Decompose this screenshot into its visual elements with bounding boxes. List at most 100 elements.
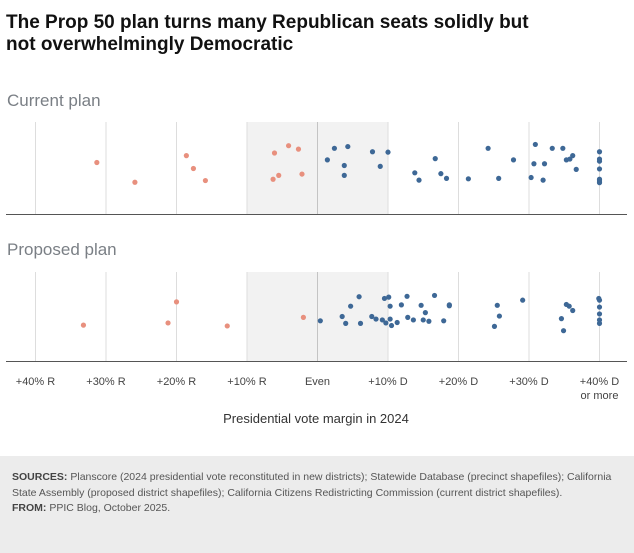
democratic-point-1-10 bbox=[383, 320, 389, 326]
republican-point-0-2 bbox=[183, 153, 189, 159]
democratic-point-1-19 bbox=[410, 317, 416, 323]
democratic-point-0-18 bbox=[531, 161, 537, 167]
democratic-point-0-2 bbox=[341, 162, 347, 169]
panel-label-0: Current plan bbox=[7, 91, 101, 110]
democratic-point-0-10 bbox=[432, 156, 438, 162]
tick-label-2: +20% R bbox=[157, 376, 196, 388]
democratic-point-0-7 bbox=[385, 149, 391, 155]
democratic-point-1-6 bbox=[369, 313, 375, 320]
democratic-point-0-16 bbox=[510, 157, 517, 163]
democratic-point-1-38 bbox=[596, 297, 603, 303]
tick-label-extra-8: or more bbox=[581, 390, 619, 402]
democratic-point-1-16 bbox=[398, 302, 404, 308]
democratic-point-1-40 bbox=[596, 311, 603, 317]
democratic-point-1-21 bbox=[420, 317, 426, 323]
democratic-point-1-4 bbox=[356, 294, 362, 300]
democratic-point-0-13 bbox=[465, 176, 471, 182]
democratic-point-0-31 bbox=[596, 166, 603, 172]
democratic-point-0-34 bbox=[596, 180, 603, 186]
democratic-point-0-9 bbox=[416, 177, 422, 183]
republican-point-0-5 bbox=[270, 176, 276, 182]
democratic-point-1-28 bbox=[491, 323, 498, 329]
democratic-point-1-9 bbox=[381, 295, 388, 302]
from-label: FROM: bbox=[12, 502, 47, 514]
chart-title-line-2: not overwhelmingly Democratic bbox=[6, 34, 294, 55]
sources-text: Planscore (2024 presidential vote recons… bbox=[12, 471, 612, 499]
republican-point-1-3 bbox=[224, 323, 230, 329]
republican-point-0-1 bbox=[132, 179, 138, 185]
democratic-point-0-21 bbox=[541, 161, 548, 167]
democratic-point-0-19 bbox=[532, 141, 538, 148]
republican-point-1-1 bbox=[165, 320, 171, 326]
democratic-point-0-20 bbox=[540, 177, 546, 183]
democratic-point-1-33 bbox=[560, 328, 567, 334]
republican-point-0-6 bbox=[271, 150, 278, 156]
democratic-point-0-4 bbox=[345, 143, 351, 150]
republican-point-1-2 bbox=[173, 299, 180, 305]
democratic-point-1-20 bbox=[418, 302, 424, 308]
democratic-point-0-8 bbox=[412, 170, 418, 176]
democratic-point-0-28 bbox=[596, 149, 603, 155]
democratic-point-1-39 bbox=[596, 304, 603, 310]
tick-label-8: +40% D bbox=[580, 376, 619, 388]
from-note: FROM: PPIC Blog, October 2025. bbox=[12, 501, 624, 517]
democratic-point-0-11 bbox=[438, 171, 444, 177]
democratic-point-1-23 bbox=[426, 318, 432, 324]
democratic-point-1-15 bbox=[394, 319, 400, 326]
democratic-point-0-3 bbox=[341, 172, 347, 178]
democratic-point-1-7 bbox=[373, 316, 379, 322]
tick-label-4: Even bbox=[305, 376, 330, 388]
democratic-point-0-5 bbox=[369, 149, 376, 155]
democratic-point-1-22 bbox=[422, 310, 428, 316]
democratic-point-0-27 bbox=[573, 166, 579, 172]
republican-point-0-3 bbox=[190, 165, 197, 172]
from-text: PPIC Blog, October 2025. bbox=[46, 502, 171, 514]
tick-label-7: +30% D bbox=[509, 376, 548, 388]
democratic-point-0-22 bbox=[549, 145, 555, 151]
democratic-point-0-1 bbox=[331, 145, 338, 151]
democratic-point-1-36 bbox=[570, 307, 576, 314]
republican-point-0-4 bbox=[202, 177, 209, 184]
democratic-point-0-0 bbox=[324, 157, 330, 163]
democratic-point-0-30 bbox=[596, 158, 603, 164]
tick-label-5: +10% D bbox=[368, 376, 407, 388]
tick-label-3: +10% R bbox=[227, 376, 266, 388]
sources-note: SOURCES: Planscore (2024 presidential vo… bbox=[12, 470, 624, 501]
democratic-point-1-0 bbox=[317, 318, 323, 324]
republican-point-0-0 bbox=[94, 159, 100, 166]
chart-title: The Prop 50 plan turns many Republican s… bbox=[6, 12, 616, 56]
democratic-point-1-14 bbox=[388, 322, 395, 329]
chart-footer: SOURCES: Planscore (2024 presidential vo… bbox=[0, 456, 634, 553]
republican-point-1-4 bbox=[300, 314, 306, 320]
democratic-point-1-11 bbox=[386, 294, 392, 300]
democratic-point-1-35 bbox=[566, 303, 572, 309]
democratic-point-1-29 bbox=[494, 302, 500, 308]
tick-label-6: +20% D bbox=[439, 376, 478, 388]
democratic-point-0-17 bbox=[528, 174, 534, 181]
republican-point-1-0 bbox=[80, 322, 87, 328]
democratic-point-0-25 bbox=[567, 156, 573, 162]
democratic-point-1-18 bbox=[405, 314, 411, 320]
republican-point-0-9 bbox=[295, 146, 302, 152]
democratic-point-0-6 bbox=[377, 163, 383, 169]
x-axis-title: Presidential vote margin in 2024 bbox=[223, 411, 409, 426]
democratic-point-1-8 bbox=[379, 317, 385, 323]
democratic-point-1-30 bbox=[496, 313, 502, 319]
democratic-point-1-32 bbox=[558, 316, 565, 322]
chart-title-line-1: The Prop 50 plan turns many Republican s… bbox=[6, 12, 529, 33]
democratic-point-0-12 bbox=[443, 175, 450, 181]
democratic-point-1-13 bbox=[387, 316, 393, 322]
democratic-point-1-31 bbox=[520, 297, 526, 303]
democratic-point-1-42 bbox=[596, 320, 603, 326]
democratic-point-1-2 bbox=[343, 320, 349, 326]
tick-label-1: +30% R bbox=[86, 376, 125, 388]
democratic-point-1-12 bbox=[387, 303, 393, 309]
democratic-point-1-3 bbox=[348, 303, 354, 309]
democratic-point-0-15 bbox=[496, 175, 502, 181]
sources-label: SOURCES: bbox=[12, 471, 68, 483]
democratic-point-1-24 bbox=[431, 292, 438, 299]
republican-point-0-8 bbox=[285, 143, 292, 149]
democratic-point-1-27 bbox=[446, 303, 452, 309]
democratic-point-1-17 bbox=[404, 293, 410, 299]
dot-plot-chart: Current plan Proposed plan +40% R +30% R +20… bbox=[6, 91, 627, 426]
